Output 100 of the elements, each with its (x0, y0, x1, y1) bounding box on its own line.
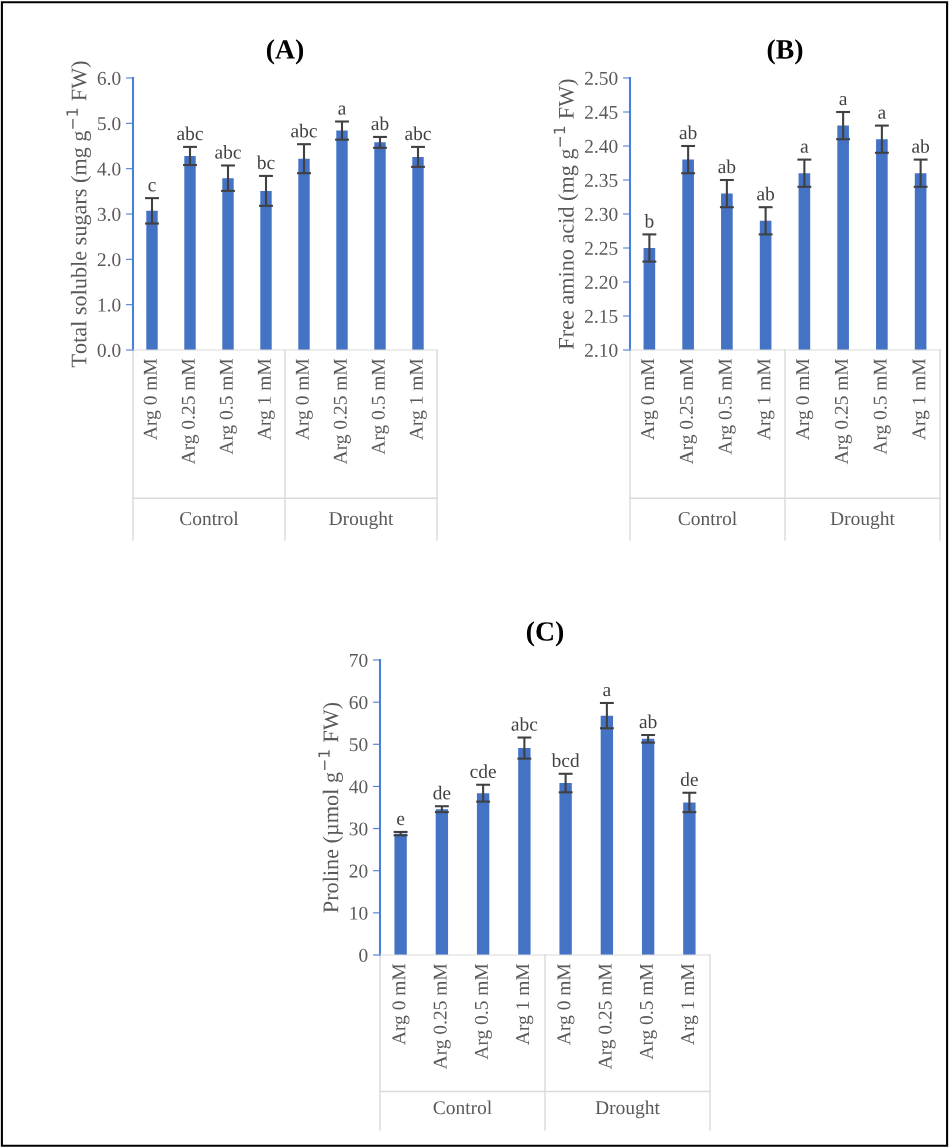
text: Drought (830, 511, 895, 530)
y-tick-label: 20 (349, 864, 368, 878)
y-tick-label: 2.50 (585, 71, 618, 86)
y-tick-label: 2.15 (585, 309, 618, 324)
data-label: a (839, 95, 848, 106)
y-tick-label: 40 (349, 780, 368, 794)
bar (394, 833, 407, 955)
bar (476, 793, 490, 955)
text: Drought (595, 1100, 660, 1119)
y-tick-label: 1.0 (98, 298, 121, 312)
bar (184, 155, 196, 350)
x-tick-label: Arg 1 mM (516, 963, 534, 1045)
bar (374, 142, 386, 350)
data-label: ab (679, 125, 697, 140)
data-label: ab (757, 186, 775, 201)
data-label: bc (256, 155, 275, 170)
y-tick-label: 2.30 (585, 207, 618, 222)
x-tick-label: Arg 0.25 mM (834, 358, 852, 465)
bar (518, 748, 531, 955)
x-tick-label: Arg 0.5 mM (219, 358, 237, 455)
bar (600, 715, 614, 955)
data-label: ab (718, 159, 736, 174)
data-label: de (433, 785, 451, 800)
data-label: a (878, 109, 886, 119)
y-tick-label: 2.20 (585, 275, 618, 290)
data-label: abc (177, 126, 203, 141)
y-tick-label: 0.0 (97, 343, 121, 358)
bar (146, 210, 158, 350)
data-label: abc (511, 717, 538, 731)
bar (435, 809, 449, 955)
x-tick-label: Arg 1 mM (257, 358, 275, 440)
chart-title: (C) (526, 621, 564, 647)
x-tick-label: Arg 0.25 mM (333, 358, 351, 465)
text: Control (678, 511, 737, 526)
data-label: abc (215, 145, 241, 159)
x-tick-label: Arg 1 mM (757, 358, 775, 440)
bar (683, 802, 696, 955)
x-tick-label: Arg 0.5 mM (474, 963, 492, 1060)
x-tick-label: Arg 0 mM (392, 963, 410, 1045)
y-tick-label: 0 (359, 948, 368, 962)
text: Drought (329, 511, 394, 530)
bar (260, 190, 272, 350)
data-label: b (644, 213, 654, 228)
x-tick-label: Arg 1 mM (409, 358, 427, 440)
x-tick-label: Arg 0 mM (641, 358, 659, 440)
y-tick-label: 2.40 (585, 139, 618, 154)
text: Control (433, 1100, 492, 1115)
x-tick-label: Arg 0.25 mM (433, 963, 451, 1070)
x-tick-label: Arg 0.5 mM (371, 358, 389, 455)
y-axis-title: Total soluble sugars (mg g$^{−1}$ FW) (66, 61, 92, 368)
data-label: a (603, 686, 611, 697)
y-tick-label: 2.0 (97, 253, 121, 267)
bar (559, 783, 572, 955)
bar (336, 130, 348, 350)
text: Control (180, 511, 239, 526)
x-tick-label: Arg 0 mM (557, 963, 575, 1045)
x-tick-label: Arg 0 mM (796, 358, 814, 440)
y-tick-label: 6.0 (97, 71, 121, 86)
y-tick-label: 2.25 (585, 241, 618, 256)
y-tick-label: 4.0 (97, 162, 121, 176)
x-tick-label: Arg 0.5 mM (873, 358, 891, 455)
y-tick-label: 2.10 (585, 343, 618, 358)
x-tick-label: Arg 0.5 mM (718, 358, 736, 455)
y-tick-label: 5.0 (98, 117, 121, 131)
bar (298, 158, 310, 350)
bar (641, 738, 655, 955)
data-label: abc (405, 126, 431, 141)
data-label: a (800, 143, 809, 153)
y-tick-label: 60 (349, 695, 368, 710)
data-label: c (148, 182, 156, 192)
y-tick-label: 70 (350, 653, 368, 667)
data-label: ab (639, 714, 657, 729)
bar (222, 178, 234, 350)
data-label: a (338, 105, 347, 115)
data-label: cde (470, 764, 496, 779)
y-tick-label: 2.35 (585, 173, 618, 188)
data-label: ab (912, 139, 930, 153)
x-tick-label: Arg 0.25 mM (181, 358, 199, 465)
y-axis-title: Proline (µmol g$^{−1}$ FW) (318, 702, 343, 913)
x-tick-label: Arg 1 mM (681, 963, 699, 1045)
y-tick-label: 2.45 (585, 105, 618, 120)
data-label: e (397, 815, 405, 826)
chart-title: (A) (266, 39, 304, 65)
data-label: abc (291, 123, 317, 138)
y-tick-label: 3.0 (97, 207, 121, 222)
data-label: ab (371, 116, 389, 131)
y-tick-label: 10 (350, 906, 368, 920)
chart-title: (B) (767, 39, 803, 65)
data-label: bcd (551, 753, 580, 768)
x-tick-label: Arg 0 mM (295, 358, 313, 440)
y-axis-title: Free amino acid (mg g$^{−1}$ FW) (553, 79, 579, 350)
x-tick-label: Arg 0.25 mM (679, 358, 697, 465)
y-tick-label: 50 (349, 738, 368, 752)
x-tick-label: Arg 0 mM (143, 358, 161, 440)
y-tick-label: 30 (349, 822, 368, 836)
x-tick-label: Arg 1 mM (912, 358, 930, 440)
bar (412, 156, 424, 350)
data-label: de (680, 772, 698, 787)
x-tick-label: Arg 0.5 mM (639, 963, 657, 1060)
x-tick-label: Arg 0.25 mM (598, 963, 616, 1070)
